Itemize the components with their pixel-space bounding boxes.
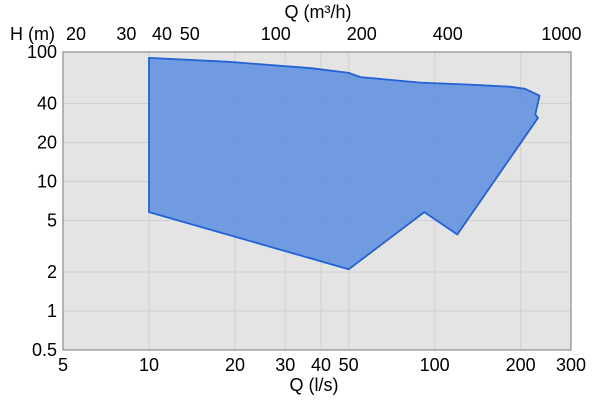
y-tick-label: 100 <box>27 42 57 62</box>
frame-layer <box>62 51 572 351</box>
y-tick-label: 5 <box>47 210 57 230</box>
y-tick-label: 40 <box>37 94 57 114</box>
bottom-x-tick-label: 40 <box>311 355 331 375</box>
bottom-x-tick-label: 300 <box>556 355 586 375</box>
y-tick-label: 0.5 <box>32 340 57 360</box>
y-tick-label: 20 <box>37 133 57 153</box>
bottom-x-tick-label: 200 <box>506 355 536 375</box>
y-tick-label: 2 <box>47 262 57 282</box>
top-x-tick-label: 30 <box>116 24 136 44</box>
y-tick-label: 1 <box>47 301 57 321</box>
top-x-tick-label: 50 <box>180 24 200 44</box>
top-x-tick-label: 100 <box>261 24 291 44</box>
bottom-x-tick-label: 30 <box>275 355 295 375</box>
top-axis-title: Q (m³/h) <box>285 2 352 22</box>
plot-border <box>62 51 572 351</box>
bottom-x-tick-label: 20 <box>225 355 245 375</box>
bottom-x-tick-label: 50 <box>339 355 359 375</box>
bottom-x-tick-label: 100 <box>420 355 450 375</box>
bottom-x-tick-label: 10 <box>139 355 159 375</box>
top-x-tick-label: 1000 <box>541 24 581 44</box>
top-x-tick-label: 200 <box>347 24 377 44</box>
series-layer <box>148 57 541 271</box>
top-x-tick-label: 400 <box>433 24 463 44</box>
top-x-tick-label: 20 <box>66 24 86 44</box>
bottom-x-tick-label: 5 <box>58 355 68 375</box>
pump-envelope-area <box>148 57 541 271</box>
y-tick-label: 10 <box>37 172 57 192</box>
left-axis-title: H (m) <box>10 24 55 44</box>
top-x-tick-label: 40 <box>152 24 172 44</box>
bottom-axis-title: Q (l/s) <box>290 375 339 395</box>
